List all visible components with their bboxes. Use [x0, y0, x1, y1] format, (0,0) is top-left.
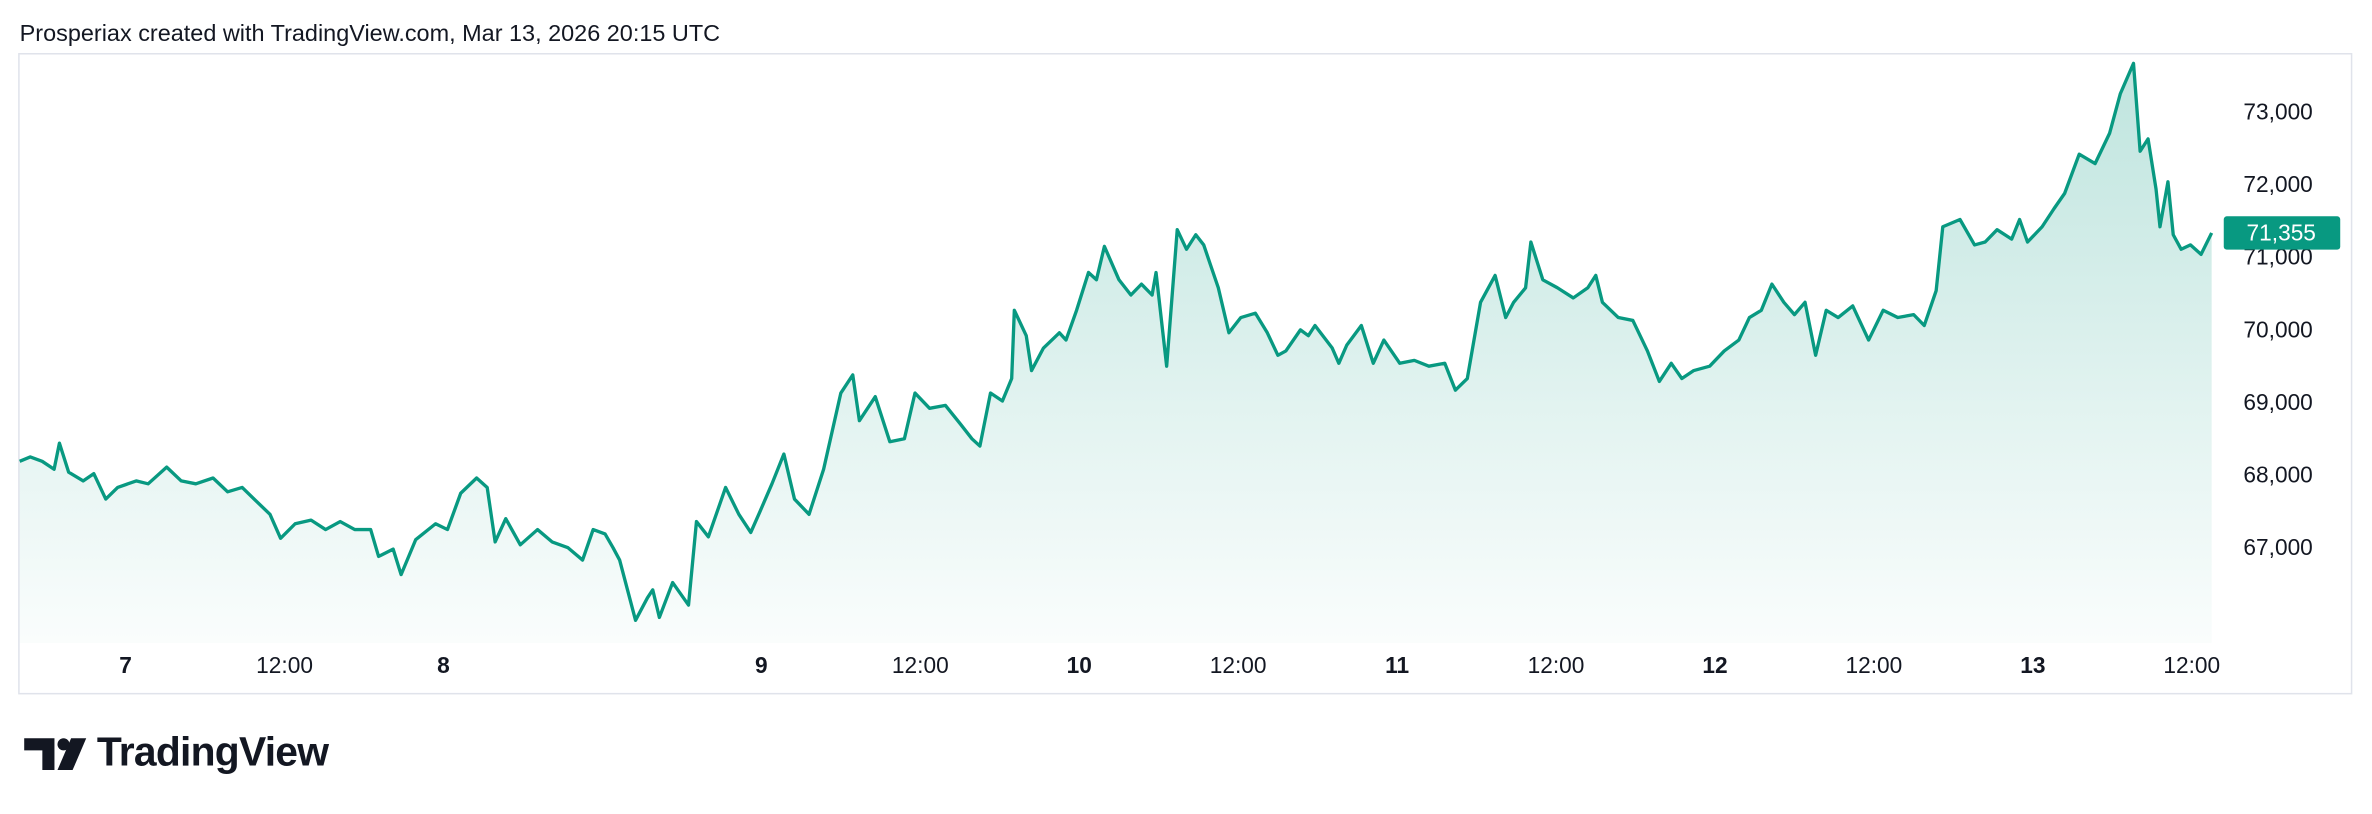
x-tick-label: 11 [1385, 652, 1409, 678]
price-line [19, 61, 2214, 622]
last-price-label: 71,355 [2247, 219, 2316, 245]
logo-icon [57, 738, 70, 751]
area-fill [19, 63, 2212, 643]
x-tick-label: 12:00 [892, 652, 949, 678]
brand-name: TradingView [97, 729, 329, 775]
logo-icon [24, 738, 55, 771]
x-tick-label: 9 [755, 652, 768, 678]
x-tick-label: 12:00 [256, 652, 313, 678]
x-tick-label: 7 [119, 652, 132, 678]
x-tick-label: 12:00 [1846, 652, 1903, 678]
x-tick-label: 12:00 [1528, 652, 1585, 678]
x-tick-label: 13 [2020, 652, 2045, 678]
header-text: Prosperiax created with TradingView.com,… [20, 20, 721, 46]
x-tick-label: 12 [1702, 652, 1727, 678]
chart-frame [18, 53, 2353, 695]
logo-icon [57, 738, 87, 771]
x-tick-label: 12:00 [2163, 652, 2220, 678]
y-tick-label: 67,000 [2243, 534, 2312, 560]
y-tick-label: 68,000 [2243, 462, 2312, 488]
brand-logo: TradingView [24, 729, 330, 775]
x-tick-label: 8 [437, 652, 450, 678]
last-price-tag [2223, 216, 2341, 250]
y-tick-label: 73,000 [2243, 99, 2312, 125]
x-tick-label: 10 [1067, 652, 1092, 678]
y-tick-label: 70,000 [2243, 316, 2312, 342]
y-tick-label: 69,000 [2243, 389, 2312, 415]
x-tick-label: 12:00 [1210, 652, 1267, 678]
y-tick-label: 72,000 [2243, 171, 2312, 197]
